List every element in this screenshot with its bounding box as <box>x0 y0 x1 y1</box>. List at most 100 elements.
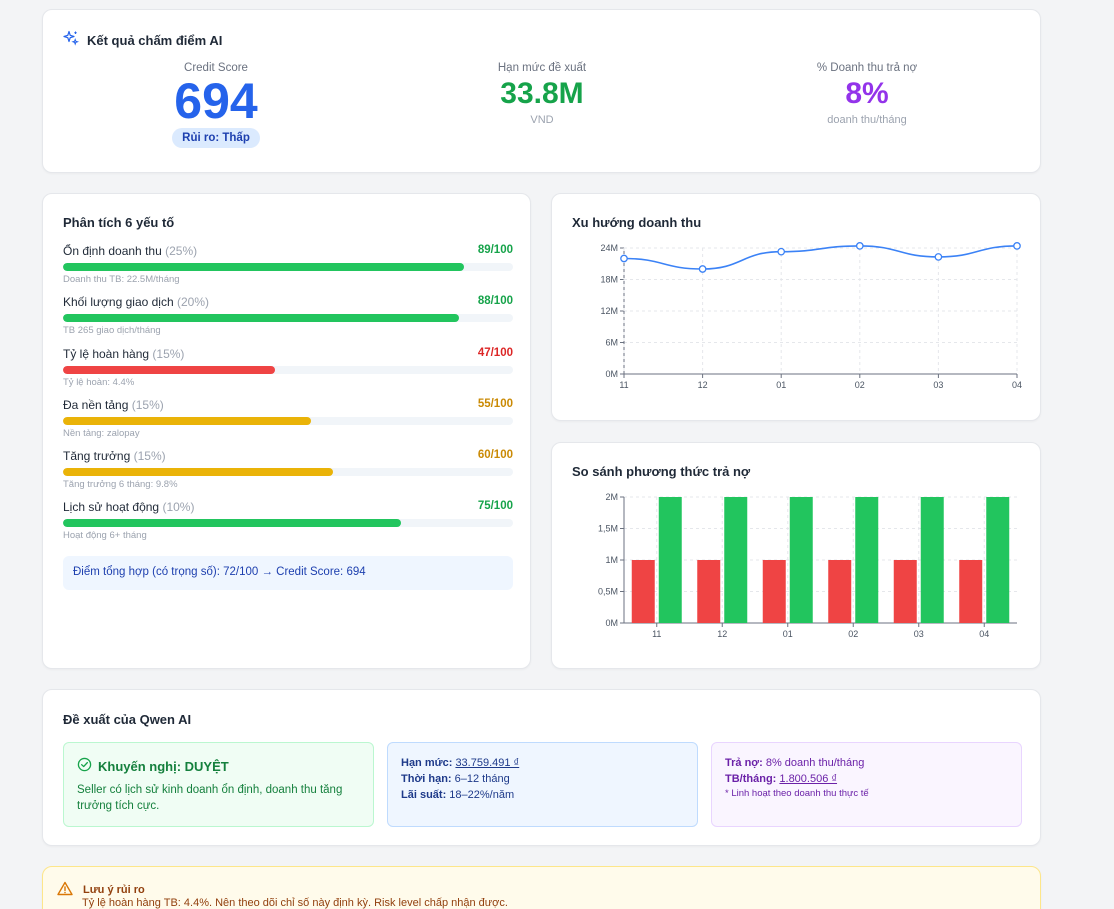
factor-row: Khối lượng giao dịch (20%) 88/100 TB 265 g… <box>63 295 513 336</box>
y-tick-label: 2M <box>605 492 618 502</box>
factor-note: Hoạt động 6+ tháng <box>63 530 147 541</box>
factor-weight: (15%) <box>133 449 166 463</box>
factor-progress-track <box>63 468 513 476</box>
approve-description: Seller có lịch sử kinh doanh ổn định, do… <box>77 784 343 812</box>
factor-score: 75/100 <box>477 500 513 512</box>
factor-progress-track <box>63 263 513 271</box>
factor-score: 88/100 <box>477 295 513 307</box>
y-tick-label: 0M <box>605 369 618 379</box>
risk-note-body: Tỷ lệ hoàn hàng TB: 4.4%. Nên theo dõi c… <box>82 897 508 909</box>
revenue-pct-label: % Doanh thu trả nợ <box>816 62 918 74</box>
revenue-trend-card: Xu hướng doanh thu 0M 6M 12M 18M 24M 11 12 01 02… <box>551 193 1041 421</box>
revenue-pct-metric: % Doanh thu trả nợ 8% doanh thu/tháng <box>737 62 997 126</box>
flex-note: * Linh hoạt theo doanh thu thực tế <box>725 788 869 799</box>
risk-note-card: Lưu ý rủi ro Tỷ lệ hoàn hàng TB: 4.4%. N… <box>42 866 1041 909</box>
x-tick-label: 01 <box>776 380 786 390</box>
repayment-compare-title: So sánh phương thức trả nợ <box>572 464 751 479</box>
weighted-summary: Điểm tổng hợp (có trọng số): 72/100 → Cr… <box>63 556 513 590</box>
recommendation-title: Đề xuất của Qwen AI <box>63 712 192 727</box>
warning-icon <box>57 881 73 899</box>
sparkles-icon <box>63 30 80 51</box>
factor-progress-track <box>63 519 513 527</box>
avg-value: 1.800.506 ₫ <box>779 773 838 785</box>
score-card: Kết quả chấm điểm AI Credit Score 694 Rủ… <box>42 9 1041 173</box>
bar-flexible <box>920 497 944 623</box>
factor-row: Tỷ lệ hoàn hàng (15%) 47/100 Tỷ lệ hoàn: 4… <box>63 347 513 388</box>
factor-row: Lịch sử hoạt động (10%) 75/100 Hoạt động 6… <box>63 500 513 541</box>
factor-name: Đa nền tảng <box>63 398 129 412</box>
x-tick-label: 02 <box>848 629 858 639</box>
factor-weight: (10%) <box>162 500 195 514</box>
limit-key: Hạn mức: <box>401 757 453 769</box>
approve-heading: Khuyến nghị: DUYỆT <box>98 758 229 774</box>
y-tick-label: 1M <box>605 555 618 565</box>
x-tick-label: 02 <box>855 380 865 390</box>
repay-key: Trả nợ: <box>725 757 763 769</box>
factor-name: Tăng trưởng <box>63 449 131 463</box>
x-tick-label: 12 <box>717 629 727 639</box>
bar-flexible <box>658 497 682 623</box>
recommendation-card: Đề xuất của Qwen AI Khuyến nghị: DUYỆT S… <box>42 689 1041 846</box>
y-tick-label: 0,5M <box>598 587 618 597</box>
factor-progress-track <box>63 314 513 322</box>
approve-box: Khuyến nghị: DUYỆT Seller có lịch sử kin… <box>63 742 374 827</box>
revenue-trend-chart: 0M 6M 12M 18M 24M 11 12 01 02 03 04 <box>600 242 1022 390</box>
factors-title: Phân tích 6 yếu tố <box>63 215 175 230</box>
factor-name: Khối lượng giao dịch <box>63 295 174 309</box>
revenue-point <box>1013 242 1021 250</box>
factor-weight: (25%) <box>165 244 198 258</box>
factor-progress-track <box>63 417 513 425</box>
factor-score: 55/100 <box>477 398 513 410</box>
revenue-pct-unit: doanh thu/tháng <box>827 114 907 126</box>
repayment-compare-card: So sánh phương thức trả nợ 0M 0,5M 1M 1,5M 2… <box>551 442 1041 669</box>
x-tick-label: 11 <box>652 629 661 639</box>
limit-metric: Hạn mức đề xuất 33.8M VND <box>412 62 672 126</box>
factor-note: Tăng trưởng 6 tháng: 9.8% <box>63 479 178 490</box>
y-tick-label: 1,5M <box>598 524 618 534</box>
revenue-point <box>934 253 943 261</box>
term-value: 6–12 tháng <box>454 773 510 785</box>
bar-fixed <box>828 560 852 623</box>
revenue-pct-value: 8% <box>845 77 889 110</box>
factor-score: 47/100 <box>477 347 513 359</box>
bar-fixed <box>631 560 655 623</box>
factor-weight: (15%) <box>131 398 164 412</box>
limit-value: 33.8M <box>500 77 584 110</box>
loan-terms-box: Hạn mức: 33.759.491 ₫ Thời hạn: 6–12 thá… <box>387 742 698 827</box>
bar-flexible <box>986 497 1010 623</box>
y-tick-label: 6M <box>605 338 618 348</box>
bar-fixed <box>697 560 721 623</box>
factor-score: 60/100 <box>477 449 513 461</box>
factor-note: Tỷ lệ hoàn: 4.4% <box>63 377 135 388</box>
term-key: Thời hạn: <box>401 773 452 785</box>
factor-progress-fill <box>63 468 333 476</box>
x-tick-label: 12 <box>698 380 708 390</box>
revenue-point <box>855 242 864 250</box>
revenue-point <box>620 254 628 263</box>
factor-progress-fill <box>63 366 275 374</box>
x-tick-label: 01 <box>783 629 793 639</box>
x-tick-label: 03 <box>933 380 943 390</box>
bar-fixed <box>959 560 983 623</box>
revenue-line <box>623 245 1018 270</box>
factor-note: Nền tảng: zalopay <box>63 428 140 439</box>
limit-label: Hạn mức đề xuất <box>497 62 587 74</box>
bar-flexible <box>789 497 813 623</box>
y-tick-label: 0M <box>605 618 618 628</box>
bar-fixed <box>893 560 917 623</box>
rate-value: 18–22%/năm <box>449 789 515 801</box>
x-tick-label: 11 <box>619 380 628 390</box>
revenue-point <box>698 265 707 273</box>
factor-progress-track <box>63 366 513 374</box>
revenue-point <box>777 247 786 256</box>
factor-name: Tỷ lệ hoàn hàng <box>63 347 150 361</box>
credit-score-value: 694 <box>174 73 258 129</box>
credit-score-metric: Credit Score 694 Rủi ro: Thấp <box>86 62 346 148</box>
y-tick-label: 12M <box>600 306 618 316</box>
factor-progress-fill <box>63 314 459 322</box>
factor-weight: (20%) <box>176 295 209 309</box>
bar-fixed <box>762 560 786 623</box>
x-tick-label: 03 <box>914 629 924 639</box>
score-card-header: Kết quả chấm điểm AI <box>63 30 222 51</box>
revenue-trend-title: Xu hướng doanh thu <box>572 215 702 230</box>
